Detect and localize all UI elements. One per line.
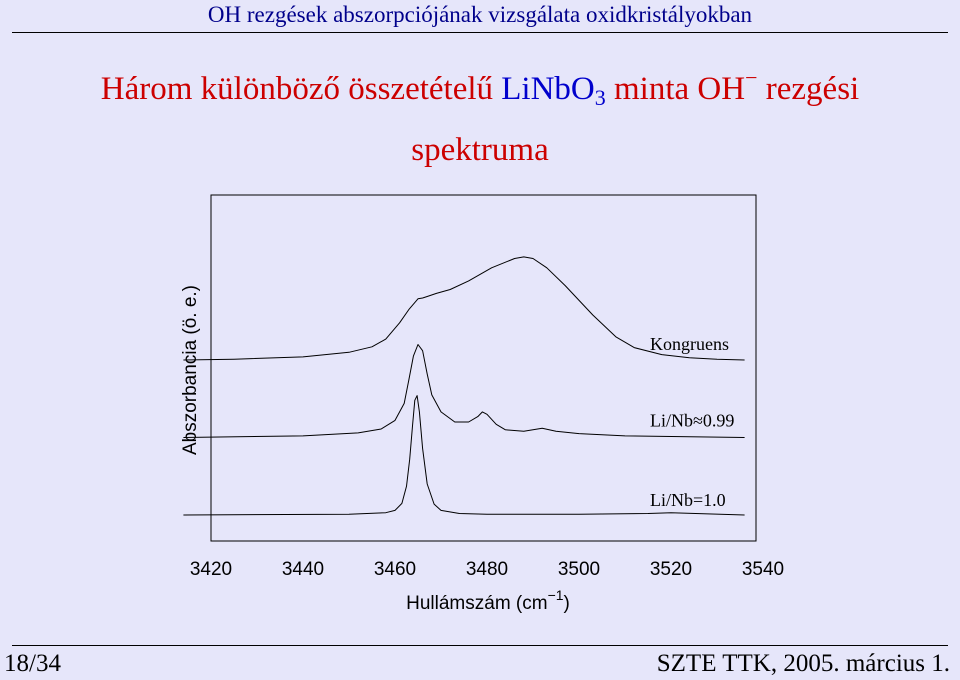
series-line-0 — [183, 256, 745, 361]
series-line-1 — [183, 344, 745, 438]
x-tick-label: 3460 — [374, 559, 416, 580]
x-tick-label: 3520 — [650, 559, 692, 580]
series-label-layer: Kongruens Li/Nb≈0.99 Li/Nb=1.0 — [650, 334, 734, 510]
footer-info: SZTE TTK, 2005. március 1. — [656, 650, 950, 677]
header-divider — [12, 32, 948, 33]
x-axis-label-sup: −1 — [548, 587, 564, 603]
title-superscript: − — [745, 65, 758, 90]
title-formula-base: LiNbO — [501, 71, 595, 107]
series-layer — [183, 256, 745, 516]
series-label-2: Li/Nb=1.0 — [650, 490, 726, 510]
title-text-1: Három különböző összetételű — [100, 71, 502, 107]
title-formula: LiNbO3 — [501, 71, 606, 110]
x-tick-labels: 3420 3440 3460 3480 3500 3520 3540 — [190, 559, 784, 580]
x-axis-label-end: ) — [564, 593, 570, 614]
x-tick-label: 3540 — [742, 559, 784, 580]
x-tick-label: 3440 — [282, 559, 324, 580]
plot-frame — [210, 194, 757, 542]
x-tick-label: 3480 — [466, 559, 508, 580]
series-label-1: Li/Nb≈0.99 — [650, 411, 734, 431]
title-text-3: rezgési — [757, 71, 860, 107]
x-tick-label: 3420 — [190, 559, 232, 580]
title-formula-subscript: 3 — [594, 85, 606, 110]
series-label-0: Kongruens — [650, 334, 729, 354]
series-line-2 — [183, 395, 745, 516]
title-text-2: minta OH — [605, 71, 746, 107]
header-title: OH rezgések abszorpciójának vizsgálata o… — [207, 2, 753, 27]
x-axis-label: Hullámszám (cm−1) — [406, 587, 570, 614]
slide-title: Három különböző összetételű LiNbO3 minta… — [0, 52, 960, 176]
title-text-line2: spektruma — [411, 132, 549, 168]
y-axis-label: Abszorbancia (ö. e.) — [180, 285, 201, 455]
x-axis-label-text: Hullámszám (cm — [406, 593, 547, 614]
x-tick-label: 3500 — [558, 559, 600, 580]
footer-divider — [12, 645, 948, 646]
page-number: 18/34 — [4, 650, 61, 677]
